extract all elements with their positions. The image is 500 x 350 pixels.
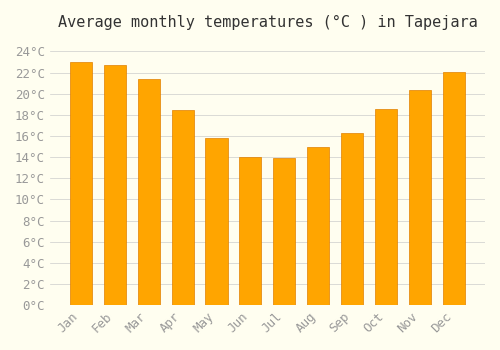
Bar — [409, 90, 432, 305]
Bar — [308, 147, 330, 305]
Title: Average monthly temperatures (°C ) in Tapejara: Average monthly temperatures (°C ) in Ta… — [58, 15, 478, 30]
Bar — [206, 138, 228, 305]
Bar — [104, 65, 126, 305]
Bar — [138, 79, 160, 305]
Bar — [70, 62, 92, 305]
Bar — [240, 157, 262, 305]
Bar — [274, 158, 295, 305]
Bar — [172, 110, 194, 305]
Bar — [342, 133, 363, 305]
Bar — [443, 71, 465, 305]
Bar — [375, 108, 398, 305]
